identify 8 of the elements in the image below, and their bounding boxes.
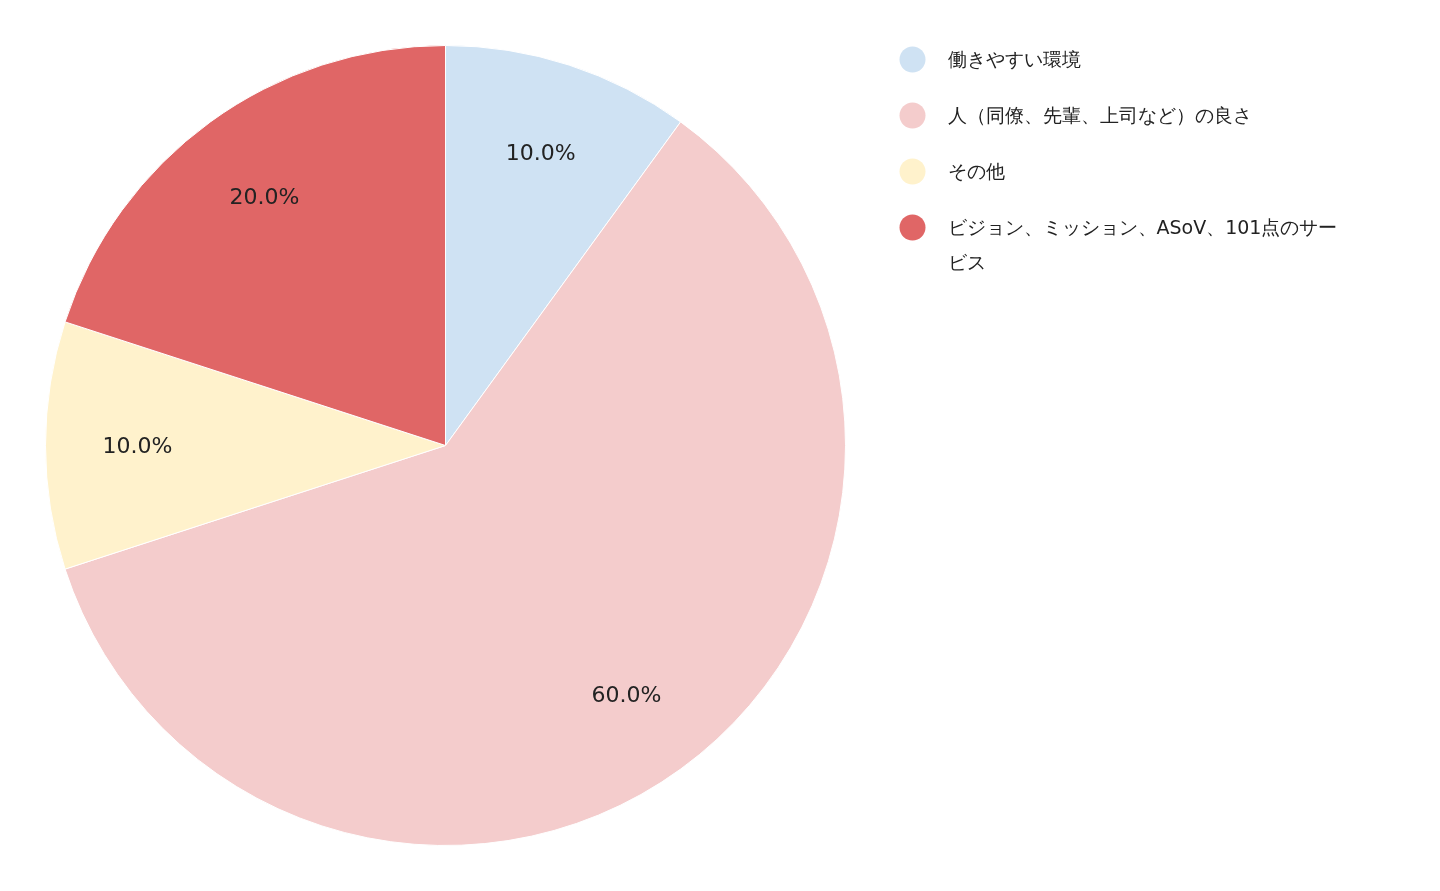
data-label: 60.0%	[591, 682, 662, 708]
legend-label: その他	[947, 159, 1005, 182]
legend-label: 働きやすい環境	[947, 47, 1081, 70]
legend-label: ビジョン、ミッション、ASoV、101点のサービス	[947, 215, 1338, 273]
legend-label: 人（同僚、先輩、上司など）の良さ	[947, 103, 1252, 126]
data-label: 20.0%	[229, 183, 300, 209]
data-label: 10.0%	[102, 433, 173, 458]
data-label: 10.0%	[505, 140, 576, 166]
